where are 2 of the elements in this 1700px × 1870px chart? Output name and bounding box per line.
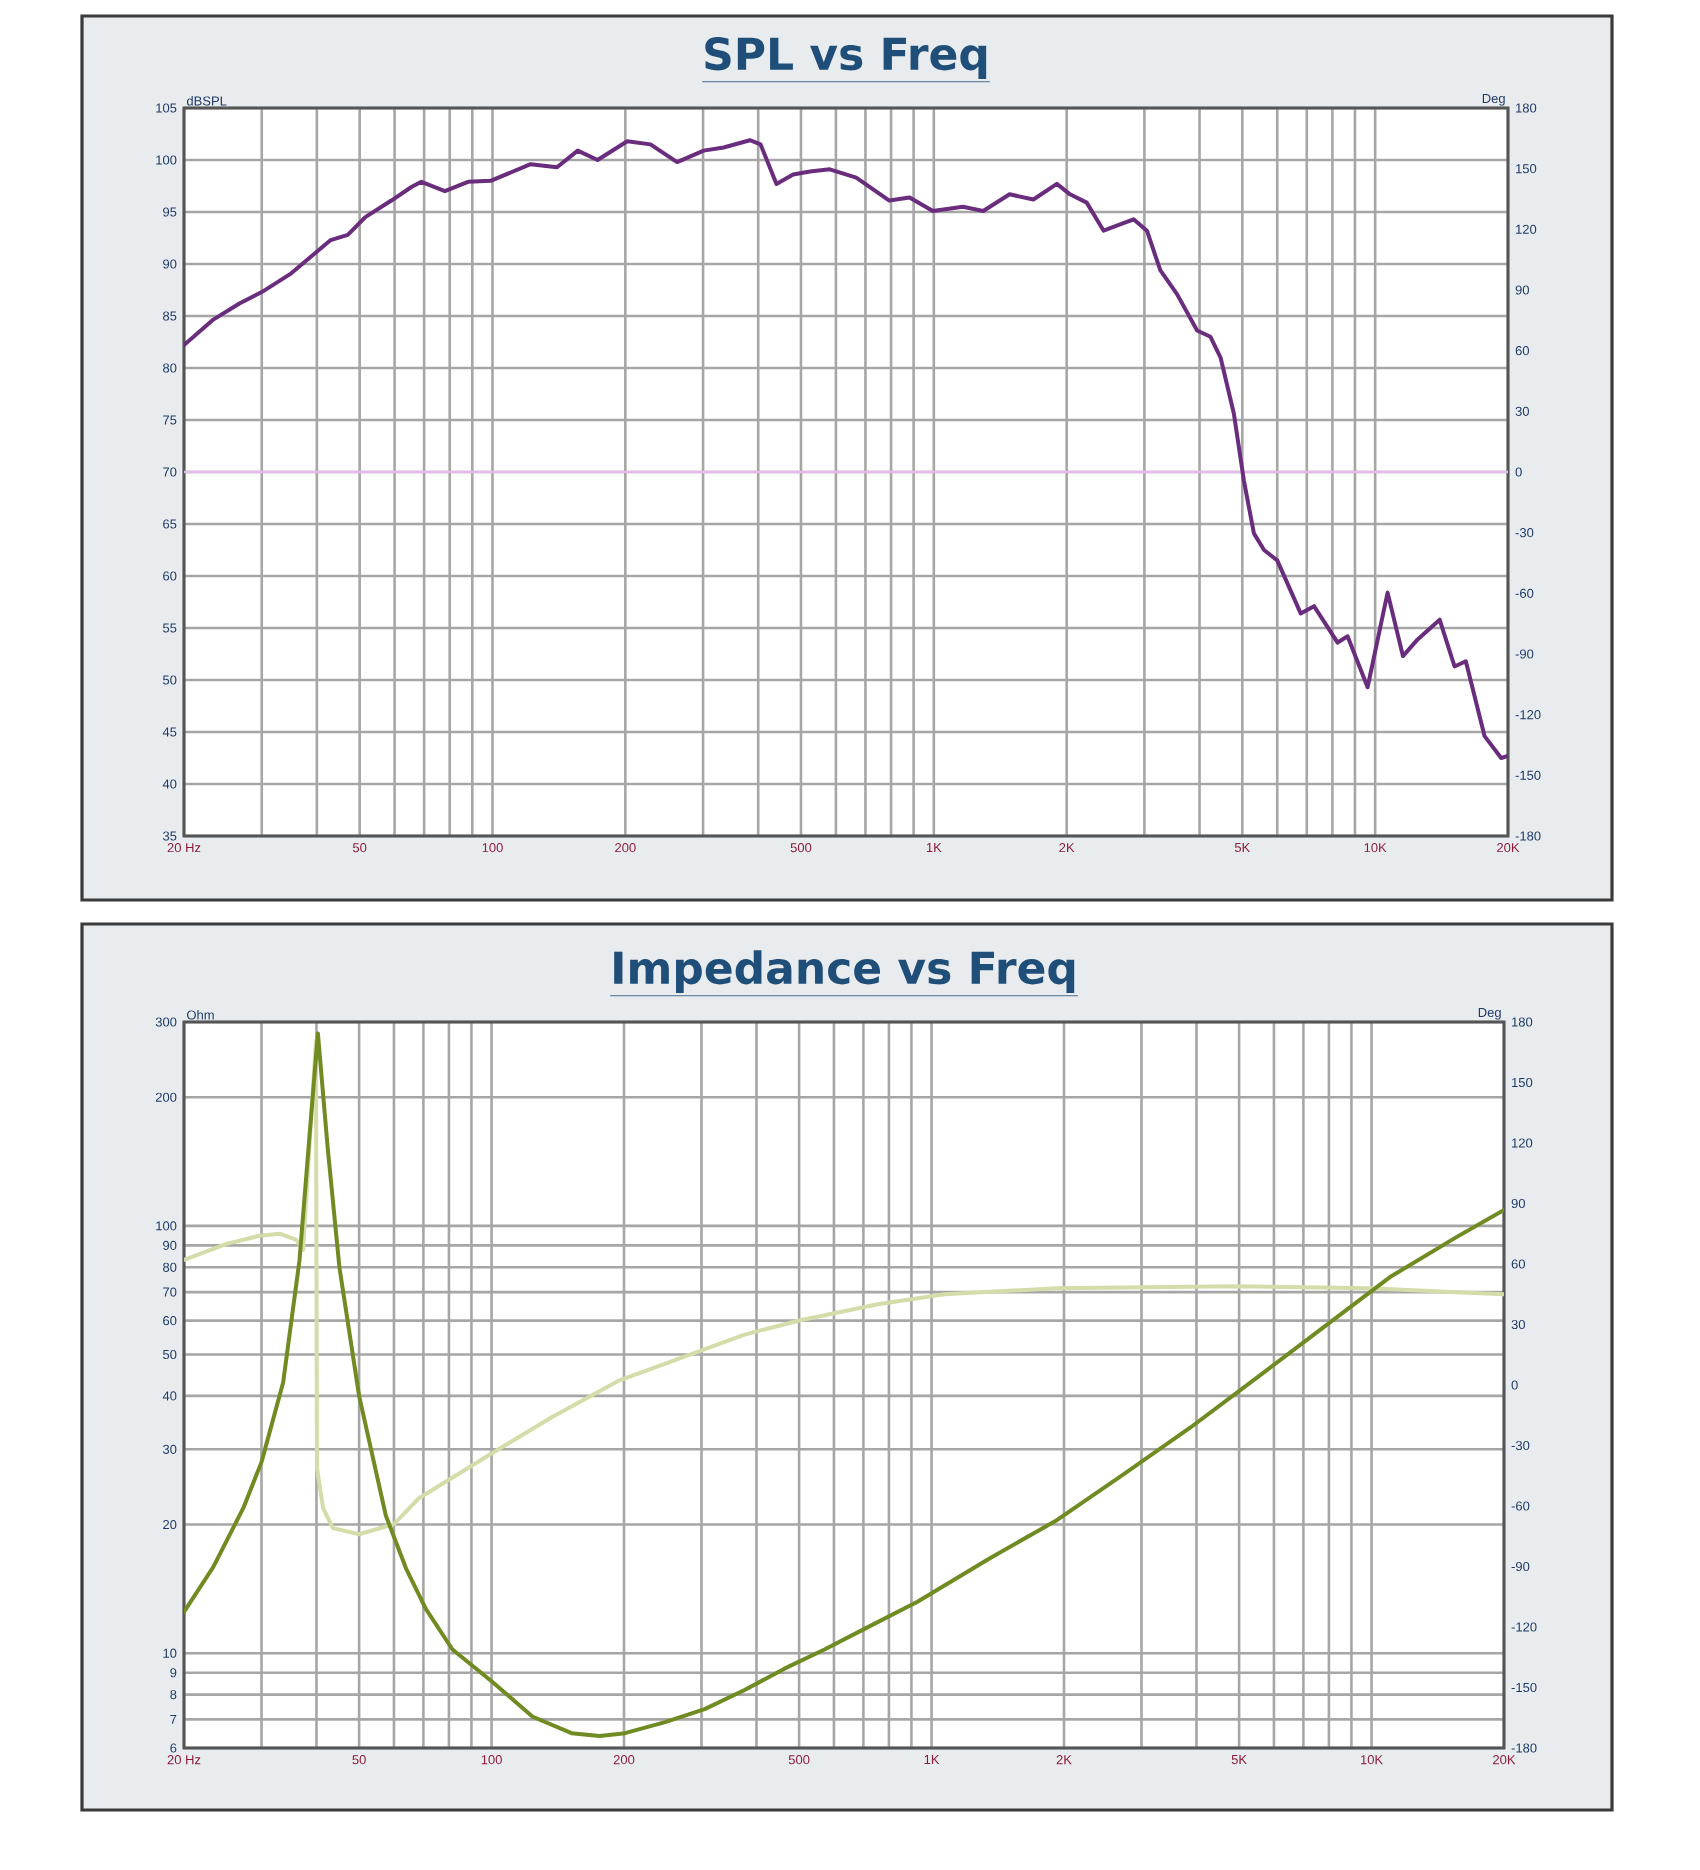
chart-title: Impedance vs Freq (614, 950, 1075, 993)
chart-title: SPL vs Freq (705, 37, 987, 79)
